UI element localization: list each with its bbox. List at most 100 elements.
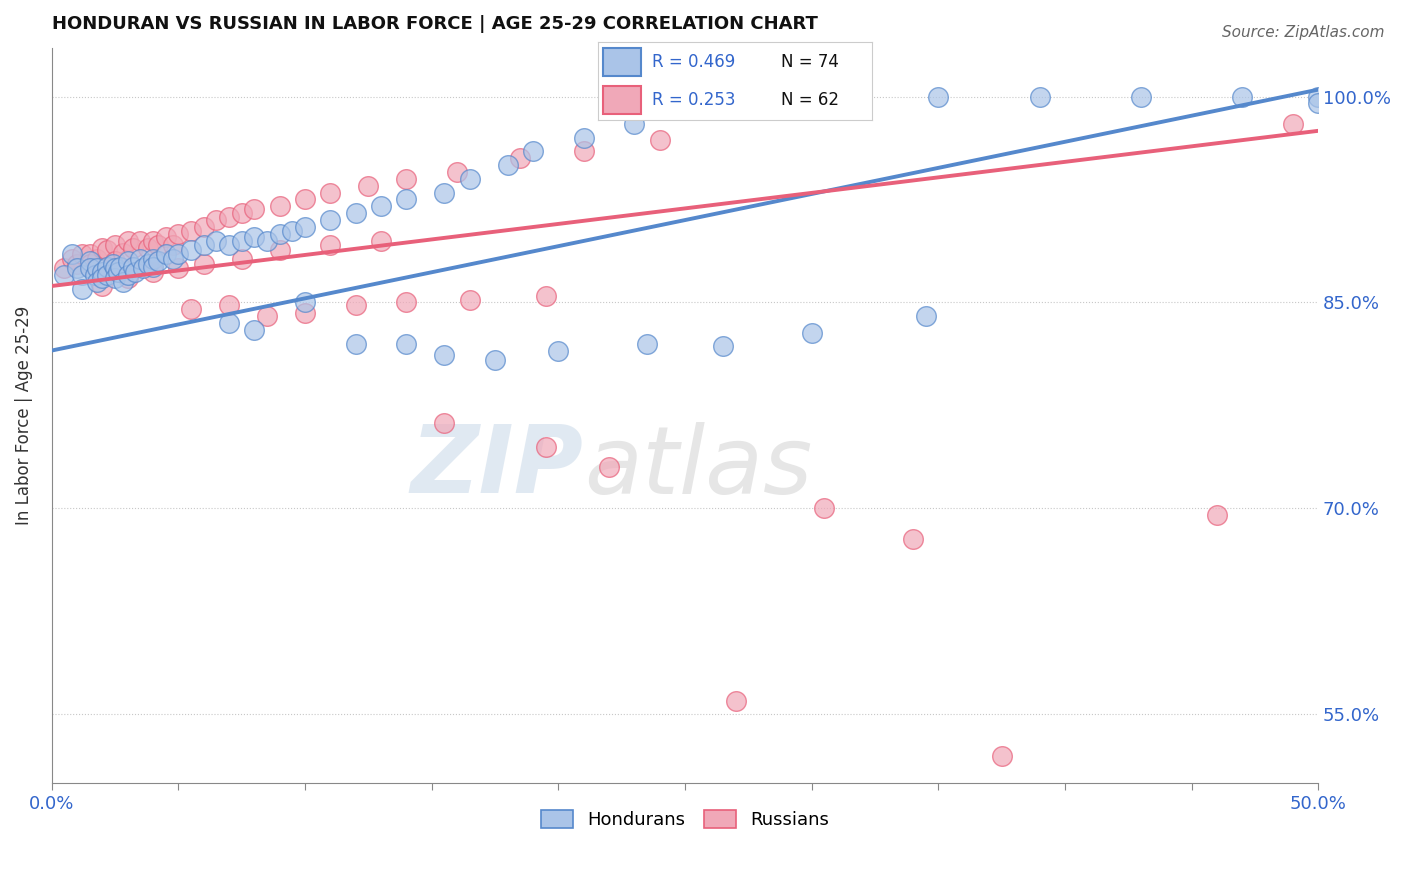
Point xyxy=(813,501,835,516)
Point xyxy=(79,247,101,261)
Point xyxy=(344,336,367,351)
Point xyxy=(395,295,418,310)
Point xyxy=(269,244,291,258)
Point xyxy=(522,145,544,159)
Point xyxy=(749,89,772,103)
Point xyxy=(319,237,342,252)
Point xyxy=(70,268,93,282)
Point xyxy=(86,252,108,266)
Point xyxy=(243,229,266,244)
Point xyxy=(167,247,190,261)
Text: N = 62: N = 62 xyxy=(782,91,839,109)
Point xyxy=(547,343,569,358)
Point xyxy=(294,295,316,310)
Legend: Hondurans, Russians: Hondurans, Russians xyxy=(533,803,837,837)
Point xyxy=(91,270,114,285)
Point xyxy=(294,306,316,320)
Point xyxy=(53,268,76,282)
Point xyxy=(104,270,127,285)
Point xyxy=(108,260,131,274)
Point xyxy=(243,202,266,216)
Point xyxy=(990,748,1012,763)
Point xyxy=(86,261,108,276)
Text: HONDURAN VS RUSSIAN IN LABOR FORCE | AGE 25-29 CORRELATION CHART: HONDURAN VS RUSSIAN IN LABOR FORCE | AGE… xyxy=(52,15,818,33)
Point xyxy=(205,213,228,227)
Point xyxy=(433,417,456,431)
Point xyxy=(1028,89,1050,103)
Point xyxy=(136,257,159,271)
Text: R = 0.253: R = 0.253 xyxy=(652,91,735,109)
Point xyxy=(66,261,89,276)
Point xyxy=(294,193,316,207)
Text: N = 74: N = 74 xyxy=(782,54,839,71)
Point xyxy=(1281,117,1303,131)
Point xyxy=(319,186,342,200)
Point xyxy=(256,234,278,248)
Point xyxy=(218,237,240,252)
Point xyxy=(370,199,392,213)
Point xyxy=(433,186,456,200)
Point xyxy=(243,323,266,337)
Point xyxy=(101,257,124,271)
Point xyxy=(53,261,76,276)
Point xyxy=(927,89,949,103)
Point xyxy=(370,234,392,248)
Point xyxy=(484,353,506,368)
Point xyxy=(218,298,240,312)
Point xyxy=(129,252,152,266)
Point xyxy=(269,227,291,241)
Point xyxy=(648,133,671,147)
Point xyxy=(104,237,127,252)
Point xyxy=(146,237,169,252)
Point xyxy=(256,309,278,323)
Point xyxy=(155,247,177,261)
Point xyxy=(269,199,291,213)
Point xyxy=(167,227,190,241)
Point xyxy=(395,193,418,207)
Point xyxy=(142,260,165,274)
Text: R = 0.469: R = 0.469 xyxy=(652,54,735,71)
Point xyxy=(83,268,105,282)
Point xyxy=(509,151,531,165)
Point xyxy=(66,257,89,271)
Bar xyxy=(603,86,641,114)
Point xyxy=(395,172,418,186)
Point xyxy=(193,237,215,252)
Point xyxy=(142,265,165,279)
Point xyxy=(107,265,129,279)
Point xyxy=(96,244,118,258)
Point xyxy=(294,219,316,234)
Point xyxy=(162,237,184,252)
Text: atlas: atlas xyxy=(583,422,811,513)
Point xyxy=(458,172,481,186)
Point xyxy=(357,178,380,193)
Point xyxy=(79,257,101,271)
Point xyxy=(91,279,114,293)
Point xyxy=(1205,508,1227,523)
Point xyxy=(344,298,367,312)
Point xyxy=(136,241,159,255)
Point xyxy=(218,316,240,330)
Text: ZIP: ZIP xyxy=(411,421,583,513)
Text: Source: ZipAtlas.com: Source: ZipAtlas.com xyxy=(1222,25,1385,40)
Point xyxy=(1129,89,1152,103)
Point xyxy=(117,270,139,285)
Point xyxy=(96,268,118,282)
Point xyxy=(1308,96,1330,111)
Point xyxy=(572,130,595,145)
Point xyxy=(800,326,823,340)
Point xyxy=(193,257,215,271)
Point xyxy=(344,206,367,220)
Point xyxy=(623,117,645,131)
Point xyxy=(458,293,481,307)
Point xyxy=(914,309,936,323)
Point xyxy=(636,336,658,351)
Point xyxy=(60,247,83,261)
Point xyxy=(1230,89,1253,103)
Point xyxy=(496,158,519,172)
Point xyxy=(132,261,155,276)
Point xyxy=(79,261,101,276)
Point xyxy=(825,89,848,103)
Point xyxy=(70,247,93,261)
Point xyxy=(60,252,83,266)
